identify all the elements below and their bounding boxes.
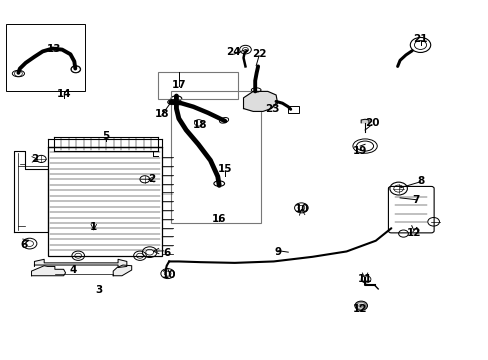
Text: 10: 10 <box>162 270 176 280</box>
Polygon shape <box>243 91 277 111</box>
Text: 2: 2 <box>148 174 155 184</box>
Bar <box>170 91 260 223</box>
Text: 12: 12 <box>352 304 366 314</box>
Text: 9: 9 <box>274 247 282 257</box>
Circle shape <box>354 301 367 310</box>
Polygon shape <box>113 265 131 276</box>
Text: 14: 14 <box>56 89 71 99</box>
Text: 7: 7 <box>411 195 419 204</box>
Text: 22: 22 <box>251 49 266 59</box>
Text: 21: 21 <box>412 34 427 44</box>
Text: 17: 17 <box>171 80 186 90</box>
Bar <box>287 107 298 113</box>
Text: 5: 5 <box>102 131 109 141</box>
Text: 3: 3 <box>95 285 102 295</box>
Text: 23: 23 <box>265 104 279 113</box>
Text: 4: 4 <box>69 265 77 275</box>
Text: 15: 15 <box>217 164 232 174</box>
Polygon shape <box>361 119 368 123</box>
Text: 6: 6 <box>163 248 170 258</box>
Polygon shape <box>31 266 65 276</box>
Text: 12: 12 <box>406 228 420 238</box>
Text: 11: 11 <box>357 274 371 284</box>
Text: 10: 10 <box>294 204 308 214</box>
Text: 18: 18 <box>192 120 206 130</box>
Text: 1: 1 <box>90 222 97 232</box>
Text: 8: 8 <box>416 176 423 186</box>
Text: 2: 2 <box>31 154 38 163</box>
Text: 18: 18 <box>154 109 169 119</box>
Bar <box>158 72 238 99</box>
Text: 20: 20 <box>364 118 378 128</box>
Text: 19: 19 <box>352 146 366 156</box>
Text: 6: 6 <box>20 240 28 250</box>
Text: 16: 16 <box>211 214 226 224</box>
Bar <box>6 24 85 91</box>
Polygon shape <box>34 259 126 267</box>
Text: 13: 13 <box>46 44 61 54</box>
Bar <box>47 147 162 256</box>
Text: 24: 24 <box>226 47 241 57</box>
